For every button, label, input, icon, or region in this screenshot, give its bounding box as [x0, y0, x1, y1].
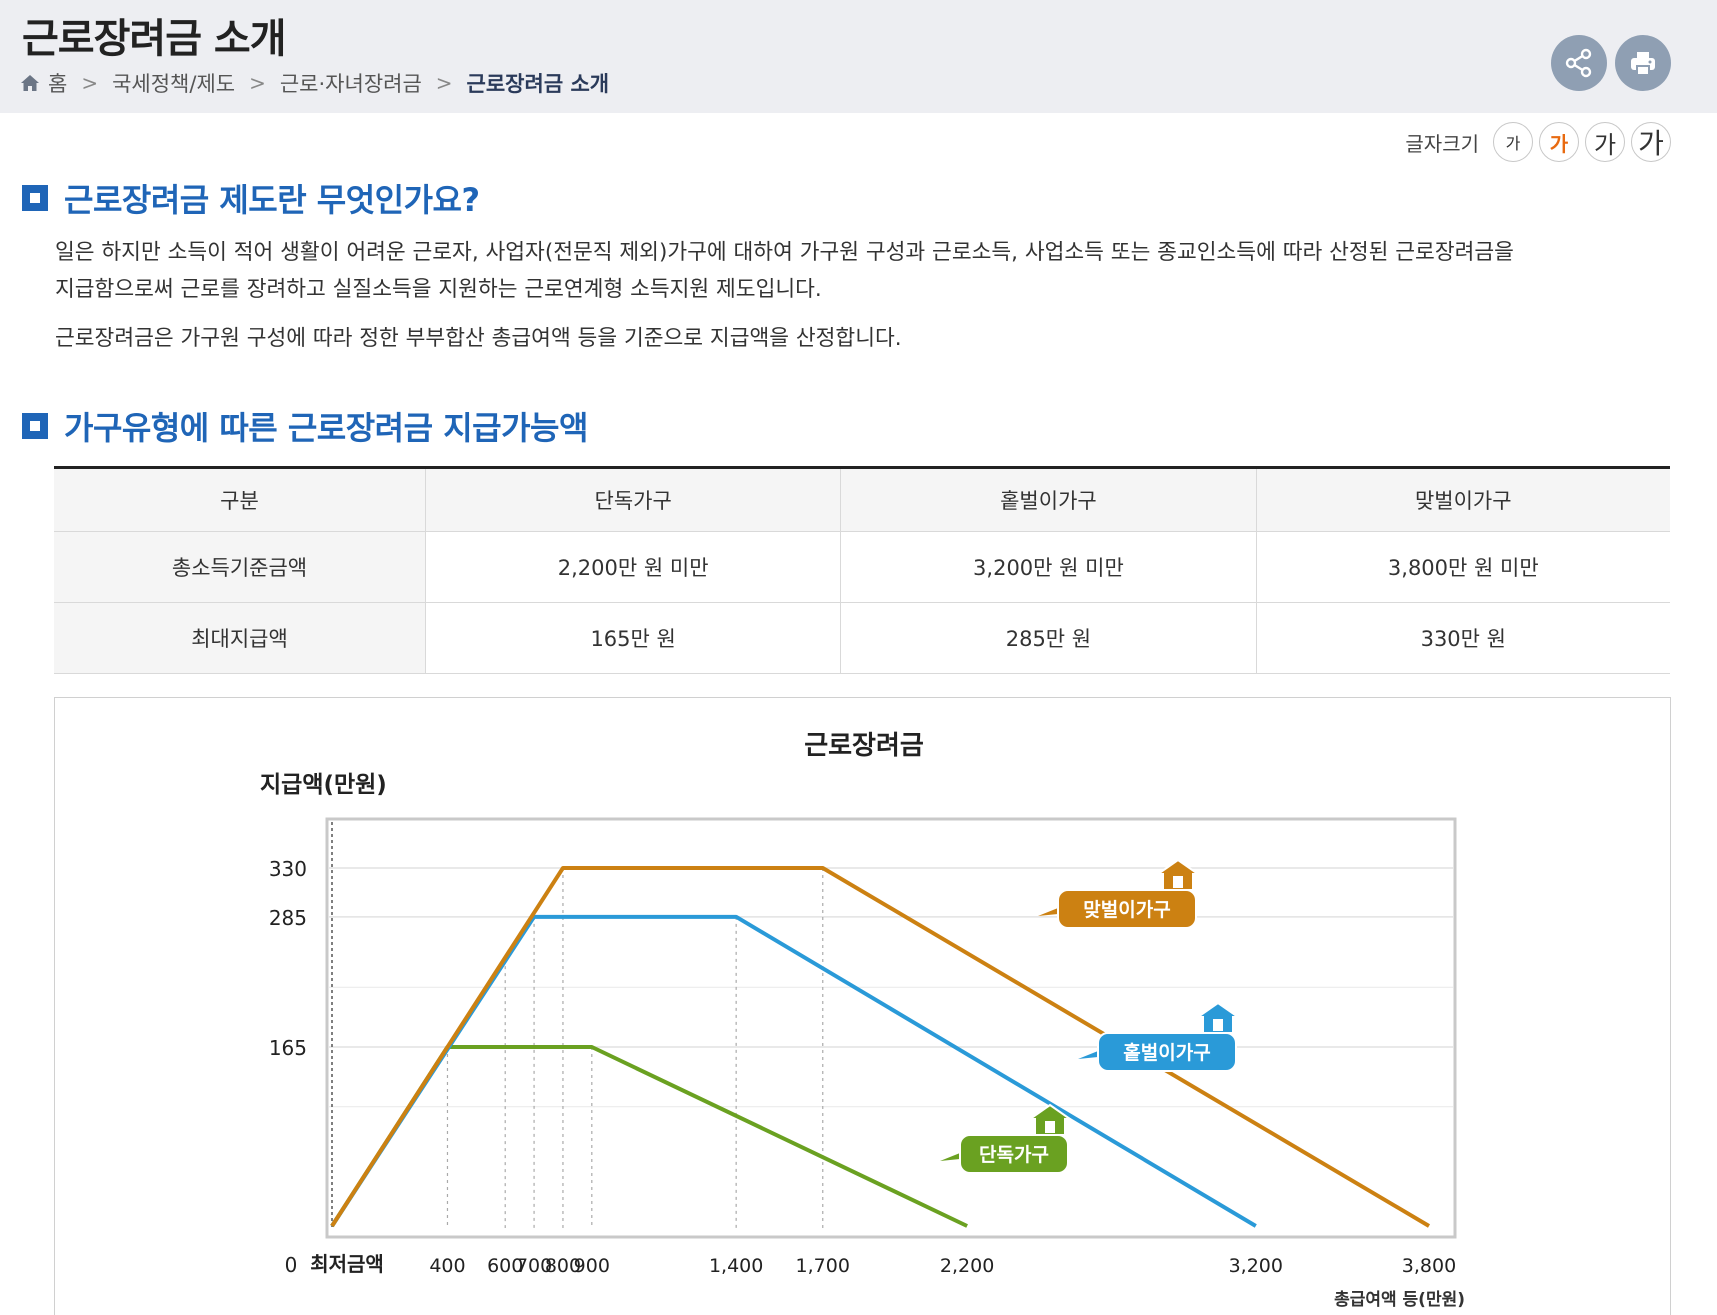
section-title-what-is: 근로장려금 제도란 무엇인가요?	[22, 175, 480, 221]
table-header-single: 단독가구	[424, 467, 841, 532]
breadcrumb-tax-policy[interactable]: 국세정책/제도	[112, 72, 236, 96]
amounts-table: 구분 단독가구 홑벌이가구 맞벌이가구 총소득기준금액 2,200만 원 미만 …	[54, 466, 1670, 674]
share-button[interactable]	[1551, 35, 1607, 91]
chart-title: 근로장려금	[804, 731, 924, 761]
series-tag-label: 홑벌이가구	[1123, 1041, 1210, 1064]
table-row-label: 총소득기준금액	[54, 531, 426, 603]
x-tick-label: 400	[429, 1255, 465, 1277]
table-cell: 165만 원	[424, 602, 841, 674]
origin-label: 0	[285, 1253, 298, 1277]
table-cell: 3,200만 원 미만	[840, 531, 1257, 603]
breadcrumb-current: 근로장려금 소개	[466, 72, 610, 96]
table-header-row: 구분 단독가구 홑벌이가구 맞벌이가구	[54, 467, 1670, 532]
x-tick-label: 3,200	[1229, 1255, 1283, 1277]
breadcrumb-home[interactable]: 홈	[20, 68, 67, 98]
x-tick-label: 2,200	[940, 1255, 994, 1277]
table-header-single-earner: 홑벌이가구	[840, 467, 1257, 532]
font-size-small-button[interactable]: 가	[1493, 122, 1533, 162]
section-title-what-is-text: 근로장려금 제도란 무엇인가요?	[64, 181, 480, 219]
series-tag-0: 단독가구	[940, 1103, 1074, 1174]
table-header-dual-earner: 맞벌이가구	[1255, 467, 1670, 532]
x-tick-label: 900	[574, 1255, 610, 1277]
breadcrumb: 홈 > 국세정책/제도 > 근로·자녀장려금 > 근로장려금 소개	[20, 68, 609, 98]
page-header: 근로장려금 소개 홈 > 국세정책/제도 > 근로·자녀장려금 > 근로장려금 …	[0, 0, 1717, 113]
section-title-amounts: 가구유형에 따른 근로장려금 지급가능액	[22, 403, 588, 449]
home-icon	[21, 75, 39, 91]
print-button[interactable]	[1615, 35, 1671, 91]
table-cell: 3,800만 원 미만	[1255, 531, 1670, 603]
x-axis-label: 총급여액 등(만원)	[1334, 1290, 1465, 1310]
series-tag-2: 맞벌이가구	[1038, 858, 1202, 929]
square-bullet-icon	[22, 185, 48, 211]
grid-layer	[329, 822, 1453, 1228]
font-size-large-button[interactable]: 가	[1585, 122, 1625, 162]
font-size-xlarge-button[interactable]: 가	[1631, 122, 1671, 162]
section-title-amounts-text: 가구유형에 따른 근로장려금 지급가능액	[64, 409, 588, 447]
y-tick-label: 330	[269, 857, 307, 881]
house-icon	[1026, 1103, 1074, 1136]
chevron-right-icon: >	[249, 71, 266, 95]
page-title: 근로장려금 소개	[22, 16, 287, 62]
table-cell: 330만 원	[1255, 602, 1670, 674]
y-tick-label: 285	[269, 906, 307, 930]
table-cell: 285만 원	[840, 602, 1257, 674]
intro-line-1: 일은 하지만 소득이 적어 생활이 어려운 근로자, 사업자(전문직 제외)가구…	[55, 240, 1514, 265]
label-layer: 단독가구 홑벌이가구 맞벌이가구	[940, 858, 1242, 1174]
x-tick-label: 700	[516, 1255, 552, 1277]
breadcrumb-home-label: 홈	[48, 72, 68, 96]
table-header-category: 구분	[54, 467, 426, 532]
font-size-label: 글자크기	[1405, 131, 1479, 156]
square-bullet-icon	[22, 413, 48, 439]
table-row-label: 최대지급액	[54, 602, 426, 674]
house-icon	[1194, 1001, 1242, 1034]
x-tick-label: 1,700	[796, 1255, 850, 1277]
x-tick-label: 800	[545, 1255, 581, 1277]
series-tag-1: 홑벌이가구	[1078, 1001, 1242, 1072]
x-zero-label: 최저금액	[310, 1252, 384, 1276]
incentive-chart: 단독가구 홑벌이가구 맞벌이가구 165 285 330 400 600 700 800 900 1…	[54, 697, 1671, 1315]
x-tick-label: 3,800	[1402, 1255, 1456, 1277]
y-axis-label: 지급액(만원)	[260, 772, 387, 798]
table-cell: 2,200만 원 미만	[424, 531, 841, 603]
x-tick-label: 1,400	[709, 1255, 763, 1277]
calc-paragraph: 근로장려금은 가구원 구성에 따라 정한 부부합산 총급여액 등을 기준으로 지…	[55, 326, 902, 351]
y-tick-label: 165	[269, 1036, 307, 1060]
chevron-right-icon: >	[81, 71, 99, 95]
table-row: 최대지급액 165만 원 285만 원 330만 원	[54, 602, 1670, 674]
chevron-right-icon: >	[435, 71, 453, 95]
x-tick-label: 600	[487, 1255, 523, 1277]
table-row: 총소득기준금액 2,200만 원 미만 3,200만 원 미만 3,800만 원…	[54, 531, 1670, 603]
font-size-medium-button[interactable]: 가	[1539, 122, 1579, 162]
breadcrumb-incentive[interactable]: 근로·자녀장려금	[279, 72, 422, 96]
print-icon	[1631, 52, 1655, 76]
plot-frame	[325, 817, 1457, 1239]
font-size-controls: 글자크기 가 가 가 가	[1405, 122, 1671, 162]
series-tag-label: 단독가구	[979, 1144, 1049, 1166]
intro-paragraph: 일은 하지만 소득이 적어 생활이 어려운 근로자, 사업자(전문직 제외)가구…	[55, 234, 1675, 308]
house-icon	[1154, 858, 1202, 891]
intro-line-2: 지급함으로써 근로를 장려하고 실질소득을 지원하는 근로연계형 소득지원 제도…	[55, 277, 822, 302]
share-icon	[1565, 48, 1592, 78]
series-tag-label: 맞벌이가구	[1083, 899, 1170, 921]
